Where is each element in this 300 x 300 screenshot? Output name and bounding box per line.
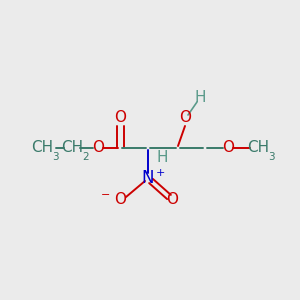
Text: 2: 2: [82, 152, 88, 162]
Text: O: O: [92, 140, 104, 155]
Text: O: O: [166, 193, 178, 208]
Text: CH: CH: [247, 140, 269, 155]
Text: CH: CH: [61, 140, 83, 155]
Text: O: O: [179, 110, 191, 125]
Text: N: N: [142, 169, 154, 187]
Text: H: H: [156, 151, 168, 166]
Text: H: H: [194, 91, 206, 106]
Text: 3: 3: [52, 152, 59, 162]
Text: +: +: [156, 168, 165, 178]
Text: 3: 3: [268, 152, 274, 162]
Text: CH: CH: [31, 140, 53, 155]
Text: O: O: [222, 140, 234, 155]
Text: O: O: [114, 110, 126, 125]
Text: −: −: [100, 190, 110, 200]
Text: O: O: [114, 193, 126, 208]
